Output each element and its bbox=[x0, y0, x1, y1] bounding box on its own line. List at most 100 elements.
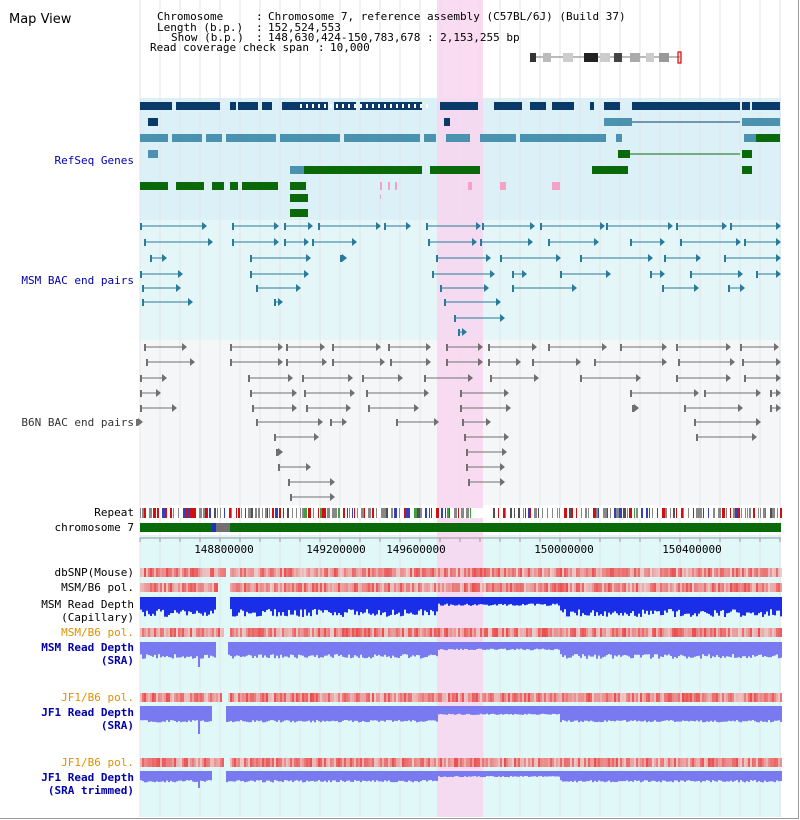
gene-feature[interactable] bbox=[742, 150, 752, 158]
track-label-chromosome[interactable]: chromosome 7 bbox=[55, 521, 134, 534]
b6n-bac-track[interactable] bbox=[136, 343, 781, 501]
gene-feature[interactable] bbox=[388, 182, 390, 190]
chromosome-bar[interactable] bbox=[140, 523, 781, 532]
gene-feature[interactable] bbox=[604, 102, 620, 110]
gene-feature[interactable] bbox=[500, 182, 506, 190]
gene-feature[interactable] bbox=[226, 134, 276, 142]
gene-feature[interactable] bbox=[592, 166, 628, 174]
gene-feature[interactable] bbox=[290, 166, 304, 174]
gene-feature[interactable] bbox=[230, 102, 236, 110]
gene-feature[interactable] bbox=[756, 134, 780, 142]
gene-feature[interactable] bbox=[148, 150, 158, 158]
gene-feature[interactable] bbox=[552, 182, 560, 190]
depth-bin bbox=[492, 597, 494, 605]
gene-feature[interactable] bbox=[618, 150, 630, 158]
gene-feature[interactable] bbox=[632, 102, 740, 110]
gene-feature[interactable] bbox=[148, 118, 158, 126]
gene-feature[interactable] bbox=[290, 194, 308, 202]
depth-bin bbox=[470, 597, 472, 606]
polymorphism-tracks[interactable] bbox=[140, 568, 782, 767]
pol-cell bbox=[544, 583, 546, 592]
track-label-jf1-depth[interactable]: JF1 Read Depth bbox=[41, 706, 134, 719]
gene-feature[interactable] bbox=[742, 166, 752, 174]
gene-feature[interactable] bbox=[212, 182, 224, 190]
gene-feature[interactable] bbox=[172, 134, 202, 142]
gene-feature[interactable] bbox=[742, 118, 780, 126]
ideogram-position-marker[interactable] bbox=[677, 51, 682, 64]
gene-feature[interactable] bbox=[238, 102, 258, 110]
track-label-jf1-b6-pol-trimmed[interactable]: JF1/B6 pol. bbox=[61, 756, 134, 769]
track-label-jf1-b6-pol[interactable]: JF1/B6 pol. bbox=[61, 691, 134, 704]
gene-feature[interactable] bbox=[395, 182, 397, 190]
depth-bin bbox=[650, 597, 652, 611]
gene-feature[interactable] bbox=[304, 166, 422, 174]
track-label-jf1-depth-trimmed[interactable]: JF1 Read Depth bbox=[41, 771, 134, 784]
msm-bac-track[interactable] bbox=[140, 222, 781, 336]
gene-feature[interactable] bbox=[290, 182, 306, 190]
gene-feature[interactable] bbox=[530, 102, 546, 110]
gene-feature[interactable] bbox=[446, 134, 470, 142]
gene-feature[interactable] bbox=[468, 182, 472, 190]
pol-cell bbox=[188, 693, 190, 702]
track-label-msm-b6-pol-sra[interactable]: MSM/B6 pol. bbox=[61, 626, 134, 639]
read-depth-tracks[interactable] bbox=[140, 597, 782, 788]
track-label-msm-depth-capillary[interactable]: MSM Read Depth bbox=[41, 598, 134, 611]
gene-feature[interactable] bbox=[334, 102, 356, 110]
gene-feature[interactable] bbox=[424, 134, 436, 142]
track-label-msm-bac[interactable]: MSM BAC end pairs bbox=[21, 274, 134, 287]
gene-feature[interactable] bbox=[344, 134, 420, 142]
track-label-msm-b6-pol[interactable]: MSM/B6 pol. bbox=[61, 581, 134, 594]
refseq-genes-track[interactable] bbox=[140, 102, 780, 217]
pol-cell bbox=[462, 583, 464, 592]
gene-feature[interactable] bbox=[290, 209, 308, 217]
track-label-dbsnp[interactable]: dbSNP(Mouse) bbox=[55, 566, 134, 579]
pol-cell bbox=[364, 568, 366, 577]
pol-cell bbox=[494, 583, 496, 592]
track-label-msm-depth-sra[interactable]: MSM Read Depth bbox=[41, 641, 134, 654]
depth-bin bbox=[676, 642, 678, 659]
depth-bin bbox=[310, 771, 312, 782]
gene-feature[interactable] bbox=[444, 118, 450, 126]
depth-bin bbox=[336, 771, 338, 783]
gene-feature[interactable] bbox=[616, 134, 622, 142]
chromosome-track[interactable] bbox=[140, 523, 781, 532]
gene-feature[interactable] bbox=[176, 102, 220, 110]
depth-bin bbox=[762, 706, 764, 722]
track-label-repeat[interactable]: Repeat bbox=[94, 506, 134, 519]
gene-feature[interactable] bbox=[230, 182, 238, 190]
repeat-track[interactable] bbox=[140, 508, 782, 518]
gene-feature[interactable] bbox=[380, 182, 382, 190]
gene-feature[interactable] bbox=[444, 102, 478, 110]
gene-feature[interactable] bbox=[280, 134, 340, 142]
gene-feature[interactable] bbox=[430, 166, 480, 174]
pol-cell bbox=[482, 758, 484, 767]
gene-feature[interactable] bbox=[140, 102, 172, 110]
gene-feature[interactable] bbox=[242, 182, 278, 190]
gene-feature[interactable] bbox=[140, 182, 168, 190]
gene-feature[interactable] bbox=[206, 134, 222, 142]
gene-feature[interactable] bbox=[752, 102, 780, 110]
track-label-refseq[interactable]: RefSeq Genes bbox=[55, 154, 134, 167]
bac-end-right bbox=[296, 284, 301, 292]
gene-feature[interactable] bbox=[380, 195, 381, 199]
pol-cell bbox=[688, 568, 690, 577]
gene-feature[interactable] bbox=[480, 134, 516, 142]
gene-feature[interactable] bbox=[604, 118, 632, 126]
gene-feature[interactable] bbox=[262, 102, 272, 110]
gene-feature[interactable] bbox=[552, 102, 574, 110]
gene-feature[interactable] bbox=[282, 102, 328, 110]
gene-feature[interactable] bbox=[440, 102, 444, 110]
pol-cell bbox=[560, 758, 562, 767]
pol-cell bbox=[234, 628, 236, 637]
depth-bin bbox=[608, 642, 610, 655]
chromosome-ideogram[interactable] bbox=[530, 51, 682, 64]
gene-feature[interactable] bbox=[494, 102, 522, 110]
gene-feature[interactable] bbox=[742, 102, 750, 110]
track-label-b6n-bac[interactable]: B6N BAC end pairs bbox=[21, 416, 134, 429]
gene-feature[interactable] bbox=[176, 182, 204, 190]
gene-feature[interactable] bbox=[520, 134, 606, 142]
gene-feature[interactable] bbox=[140, 134, 168, 142]
pol-cell bbox=[742, 568, 744, 577]
gene-feature[interactable] bbox=[590, 102, 594, 110]
